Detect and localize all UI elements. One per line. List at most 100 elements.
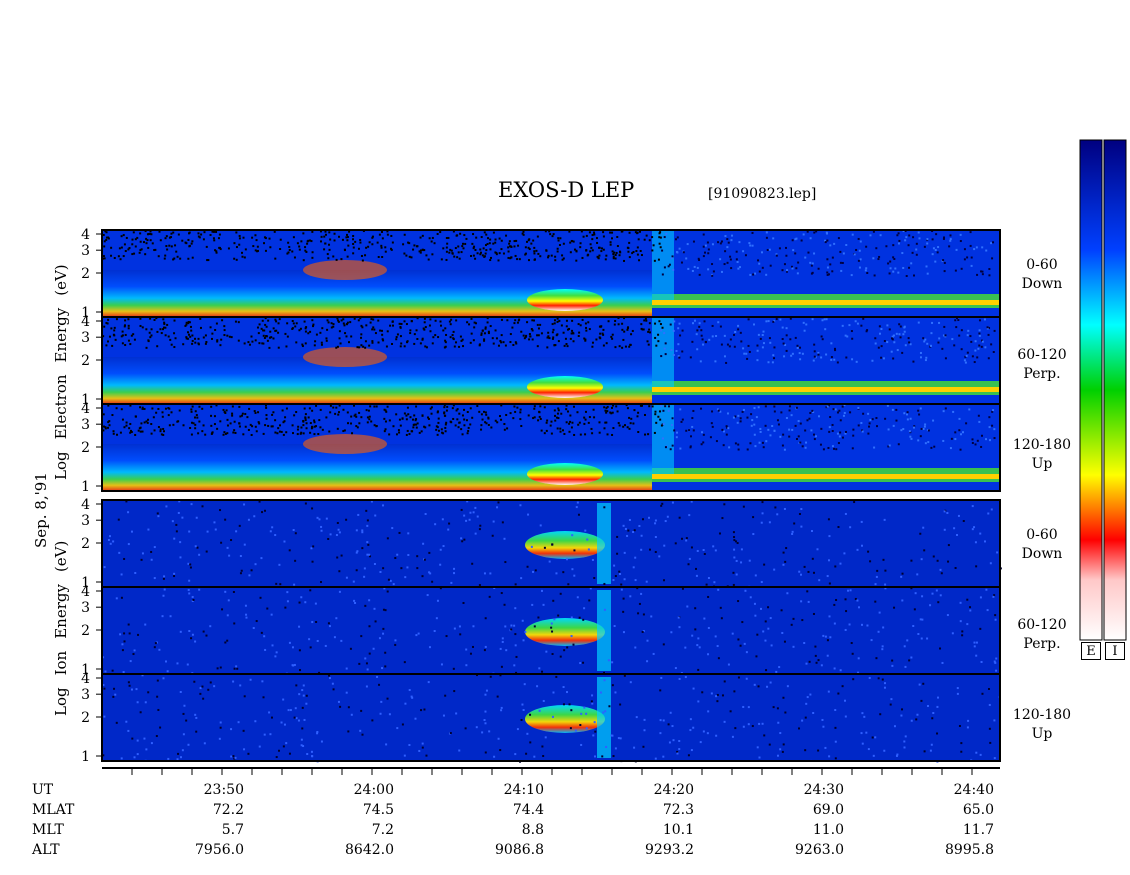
noise-pixel xyxy=(785,334,788,337)
noise-pixel xyxy=(366,524,369,527)
noise-pixel xyxy=(300,596,303,599)
noise-pixel xyxy=(547,254,550,257)
noise-pixel xyxy=(628,256,631,259)
noise-pixel xyxy=(359,241,362,244)
noise-pixel xyxy=(739,644,742,647)
noise-pixel xyxy=(430,240,433,243)
noise-pixel xyxy=(578,421,581,424)
noise-pixel xyxy=(606,410,609,413)
noise-pixel xyxy=(765,236,768,239)
noise-pixel xyxy=(442,247,445,250)
noise-pixel xyxy=(826,405,829,408)
noise-pixel xyxy=(263,336,266,339)
noise-pixel xyxy=(850,642,853,645)
noise-pixel xyxy=(188,630,191,633)
noise-pixel xyxy=(516,258,519,261)
noise-pixel xyxy=(347,422,350,425)
noise-pixel xyxy=(967,329,970,332)
noise-pixel xyxy=(814,435,817,438)
noise-pixel xyxy=(723,720,726,723)
noise-pixel xyxy=(696,549,699,552)
noise-pixel xyxy=(889,267,892,270)
noise-pixel xyxy=(421,414,424,417)
noise-pixel xyxy=(108,335,111,338)
noise-pixel xyxy=(851,447,854,450)
noise-pixel xyxy=(675,431,678,434)
noise-pixel xyxy=(317,432,320,435)
noise-pixel xyxy=(418,749,421,752)
noise-pixel xyxy=(745,352,748,355)
noise-pixel xyxy=(368,599,371,602)
noise-pixel xyxy=(886,324,889,327)
noise-pixel xyxy=(323,235,326,238)
noise-pixel xyxy=(642,328,645,331)
noise-pixel xyxy=(625,404,628,407)
noise-pixel xyxy=(489,572,492,575)
noise-pixel xyxy=(147,528,150,531)
noise-pixel xyxy=(817,415,820,418)
noise-pixel xyxy=(366,541,369,544)
noise-pixel xyxy=(370,318,373,321)
noise-pixel xyxy=(756,746,759,749)
noise-pixel xyxy=(782,342,785,345)
noise-pixel xyxy=(749,442,752,445)
noise-pixel xyxy=(697,700,700,703)
noise-pixel xyxy=(663,544,666,547)
noise-pixel xyxy=(289,709,292,712)
noise-pixel xyxy=(943,510,946,513)
noise-pixel xyxy=(884,417,887,420)
noise-pixel xyxy=(415,405,418,408)
noise-pixel xyxy=(338,404,341,407)
noise-pixel xyxy=(105,236,108,239)
noise-pixel xyxy=(197,235,200,238)
noise-pixel xyxy=(943,261,946,264)
noise-pixel xyxy=(199,692,202,695)
noise-pixel xyxy=(173,332,176,335)
noise-pixel xyxy=(642,630,645,633)
noise-pixel xyxy=(167,407,170,410)
noise-pixel xyxy=(483,231,486,234)
noise-pixel xyxy=(867,748,870,751)
noise-pixel xyxy=(158,648,161,651)
noise-pixel xyxy=(226,432,229,435)
noise-pixel xyxy=(817,749,820,752)
noise-pixel xyxy=(552,233,555,236)
noise-pixel xyxy=(781,631,784,634)
noise-pixel xyxy=(251,340,254,343)
noise-pixel xyxy=(878,255,881,258)
noise-pixel xyxy=(533,258,536,261)
noise-pixel xyxy=(280,721,283,724)
noise-pixel xyxy=(651,236,654,239)
noise-pixel xyxy=(611,684,614,687)
noise-pixel xyxy=(536,334,539,337)
noise-pixel xyxy=(589,587,592,590)
noise-pixel xyxy=(812,711,815,714)
noise-pixel xyxy=(369,321,372,324)
noise-pixel xyxy=(164,334,167,337)
noise-pixel xyxy=(925,265,928,268)
noise-pixel xyxy=(707,595,710,598)
noise-pixel xyxy=(134,238,137,241)
noise-pixel xyxy=(191,405,194,408)
noise-pixel xyxy=(641,630,644,633)
noise-pixel xyxy=(113,687,116,690)
noise-pixel xyxy=(291,319,294,322)
noise-pixel xyxy=(978,329,981,332)
noise-pixel xyxy=(486,243,489,246)
noise-pixel xyxy=(619,703,622,706)
noise-pixel xyxy=(223,431,226,434)
noise-pixel xyxy=(602,344,605,347)
noise-pixel xyxy=(672,739,675,742)
noise-pixel xyxy=(740,340,743,343)
panel-label-2: 60-120 Perp. xyxy=(1002,346,1082,384)
noise-pixel xyxy=(206,259,209,262)
noise-pixel xyxy=(545,429,548,432)
noise-pixel xyxy=(647,330,650,333)
noise-pixel xyxy=(963,258,966,261)
noise-pixel xyxy=(480,428,483,431)
noise-pixel xyxy=(988,416,991,419)
noise-pixel xyxy=(199,326,202,329)
noise-pixel xyxy=(139,430,142,433)
noise-pixel xyxy=(698,273,701,276)
y-tick-label: 4 xyxy=(81,497,90,513)
